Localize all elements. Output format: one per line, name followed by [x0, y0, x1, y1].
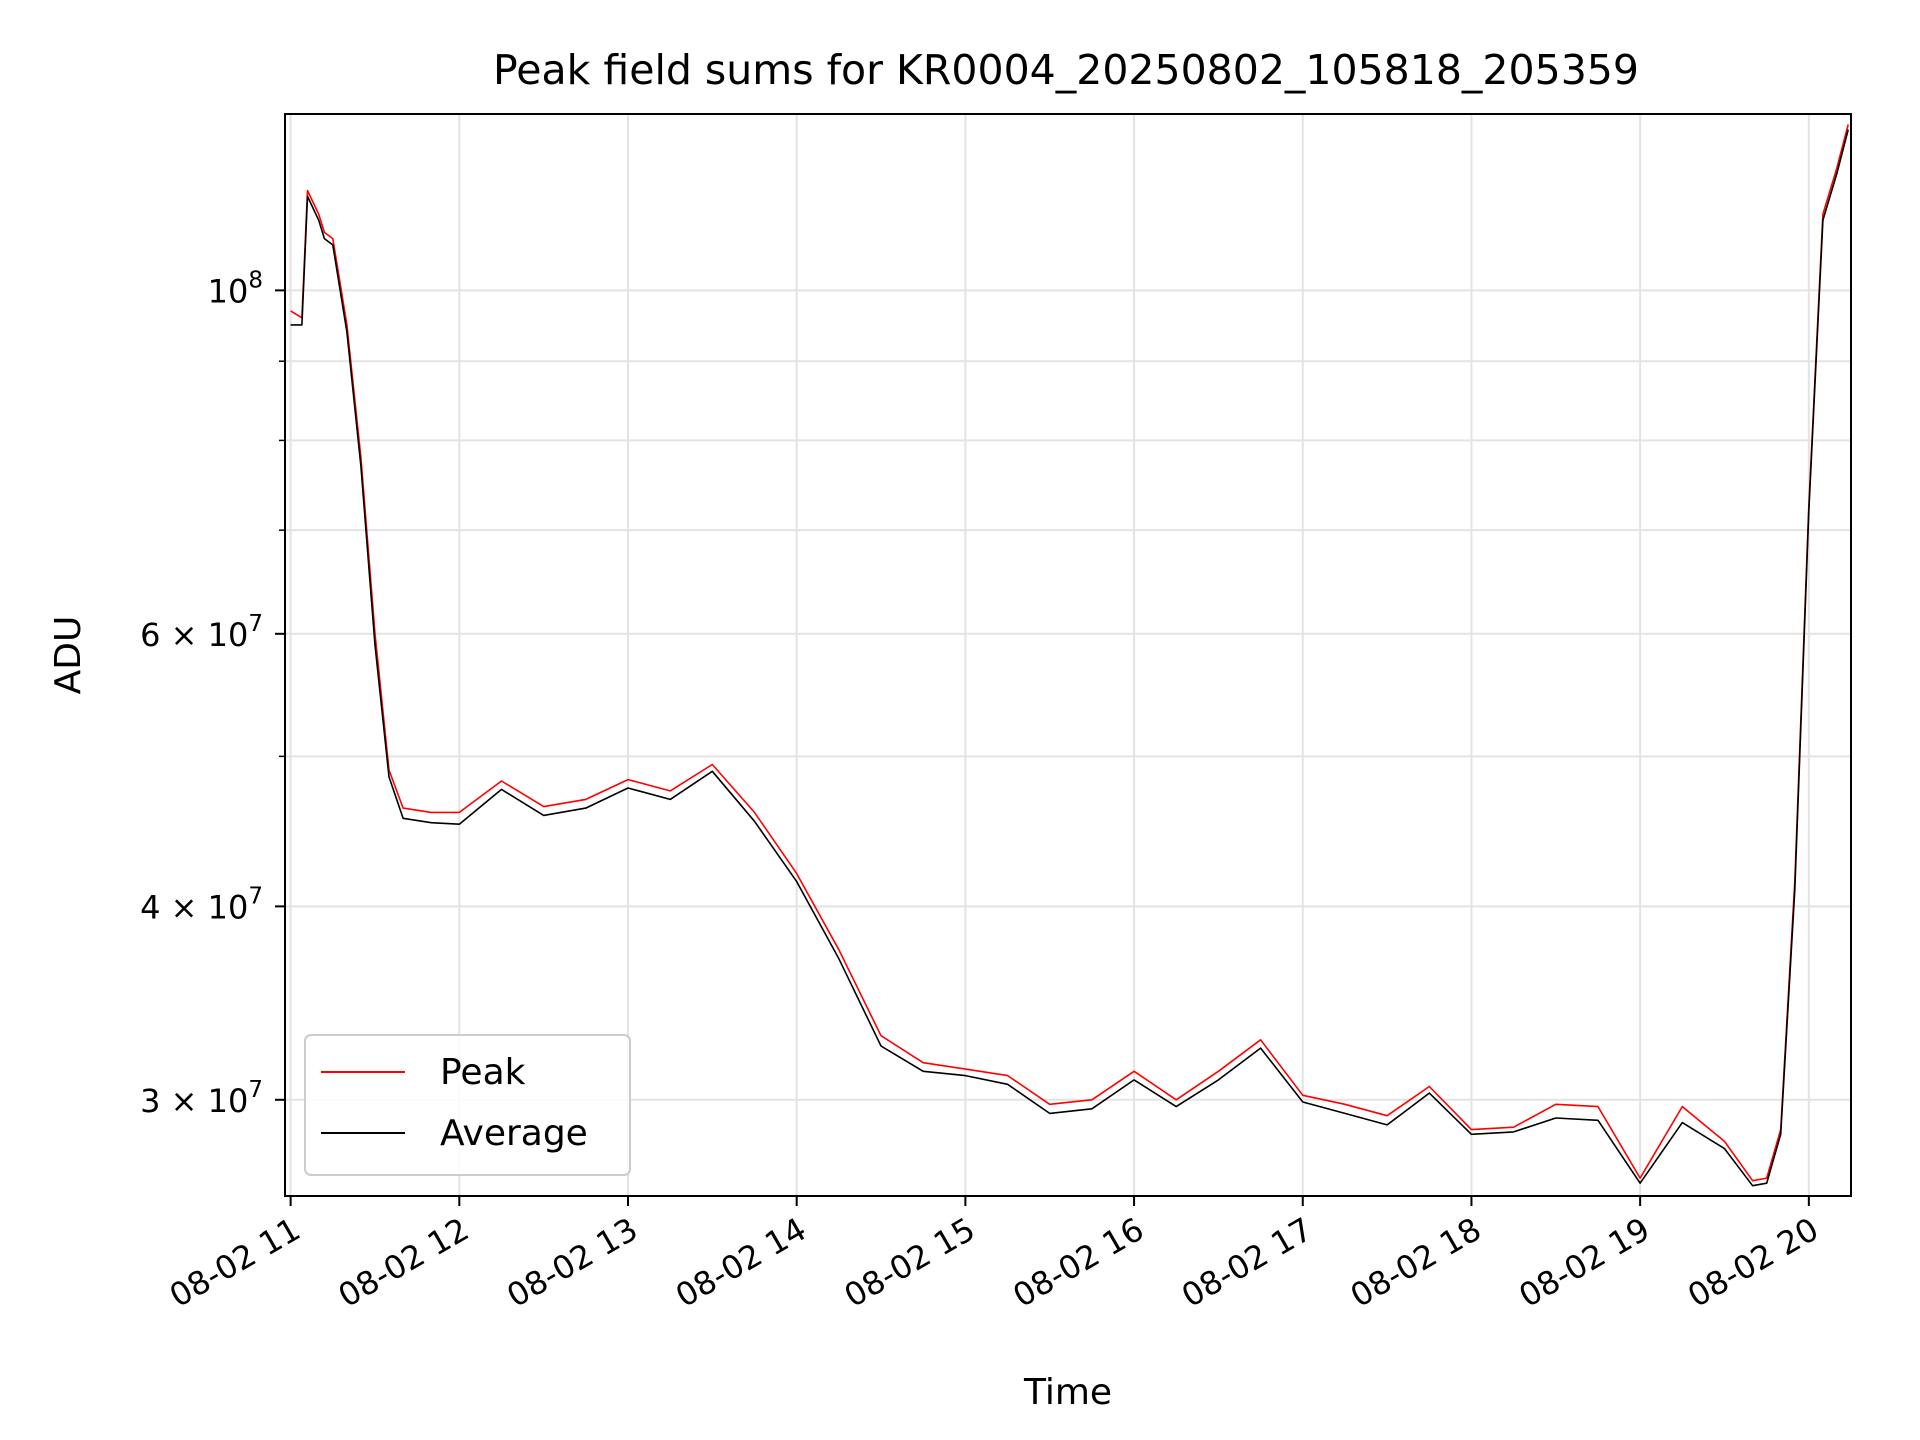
series-layer [290, 124, 1849, 1187]
y-tick-label: 6 × 107 [140, 611, 263, 654]
x-axis-label: Time [1023, 1372, 1112, 1413]
y-tick-label: 4 × 107 [140, 883, 263, 926]
y-tick-label: 3 × 107 [140, 1077, 263, 1120]
grid-layer [285, 114, 1851, 1196]
legend-label-average: Average [440, 1113, 588, 1154]
plot-frame [284, 113, 1852, 1197]
series-line-peak [290, 124, 1849, 1182]
y-tick-label: 108 [208, 267, 263, 310]
y-axis-label: ADU [48, 616, 89, 695]
legend: Peak Average [304, 1034, 631, 1176]
series-line-average [290, 129, 1849, 1187]
chart-title: Peak field sums for KR0004_20250802_1058… [493, 46, 1639, 94]
legend-label-peak: Peak [440, 1052, 526, 1093]
legend-box [304, 1034, 631, 1176]
